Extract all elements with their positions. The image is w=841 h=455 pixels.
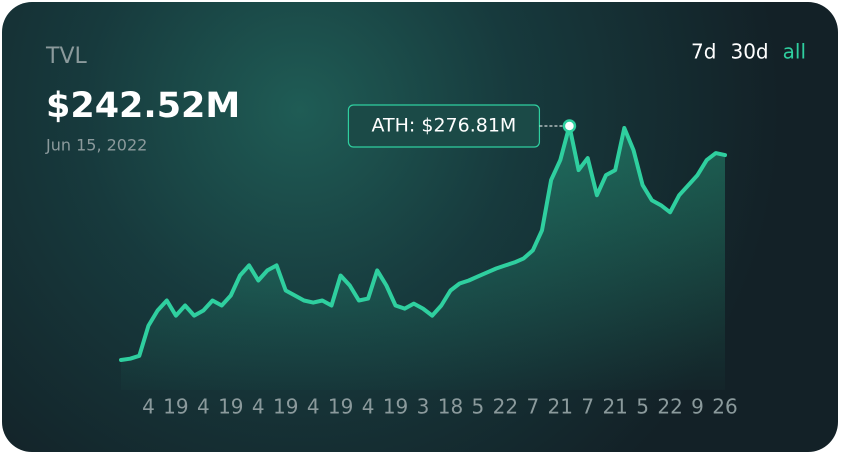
x-tick-label: 21 (602, 395, 627, 419)
x-tick-label: 4 (362, 395, 375, 419)
x-tick-label: 7 (526, 395, 539, 419)
range-option[interactable]: 30d (730, 40, 768, 64)
plot: 4 19 4 19 4 19 4 19 4 19 3 18 5 22 7 21 7 21 5 22 9 26 ATH: $2… (119, 104, 738, 419)
ath-point (562, 119, 577, 133)
annotation-label: ATH: $276.81M (372, 115, 517, 137)
area-fill (121, 126, 725, 390)
x-tick-label: 19 (163, 395, 188, 419)
current-value: $242.52M (46, 86, 240, 126)
x-tick-label: 5 (472, 395, 485, 419)
x-tick-label: 18 (438, 395, 463, 419)
range-option[interactable]: 7d (691, 40, 716, 64)
x-tick-label: 19 (218, 395, 243, 419)
x-tick-label: 3 (417, 395, 430, 419)
x-tick-label: 4 (307, 395, 320, 419)
x-tick-label: 21 (548, 395, 573, 419)
x-tick-label: 5 (636, 395, 649, 419)
tvl-line (119, 124, 727, 362)
x-tick-label: 19 (273, 395, 298, 419)
x-tick-label: 4 (252, 395, 265, 419)
x-tick-label: 4 (142, 395, 155, 419)
date: Jun 15, 2022 (45, 136, 147, 155)
x-tick-label: 19 (328, 395, 353, 419)
x-tick-label: 4 (197, 395, 210, 419)
x-tick-label: 9 (691, 395, 704, 419)
x-tick-label: 7 (581, 395, 594, 419)
range-option[interactable]: all (783, 40, 806, 64)
x-tick-label: 26 (712, 395, 737, 419)
x-tick-label: 22 (657, 395, 682, 419)
title: TVL (45, 44, 87, 69)
range-selector: all 30d 7d (691, 40, 806, 64)
x-tick-label: 19 (383, 395, 408, 419)
x-tick-label: 22 (493, 395, 518, 419)
